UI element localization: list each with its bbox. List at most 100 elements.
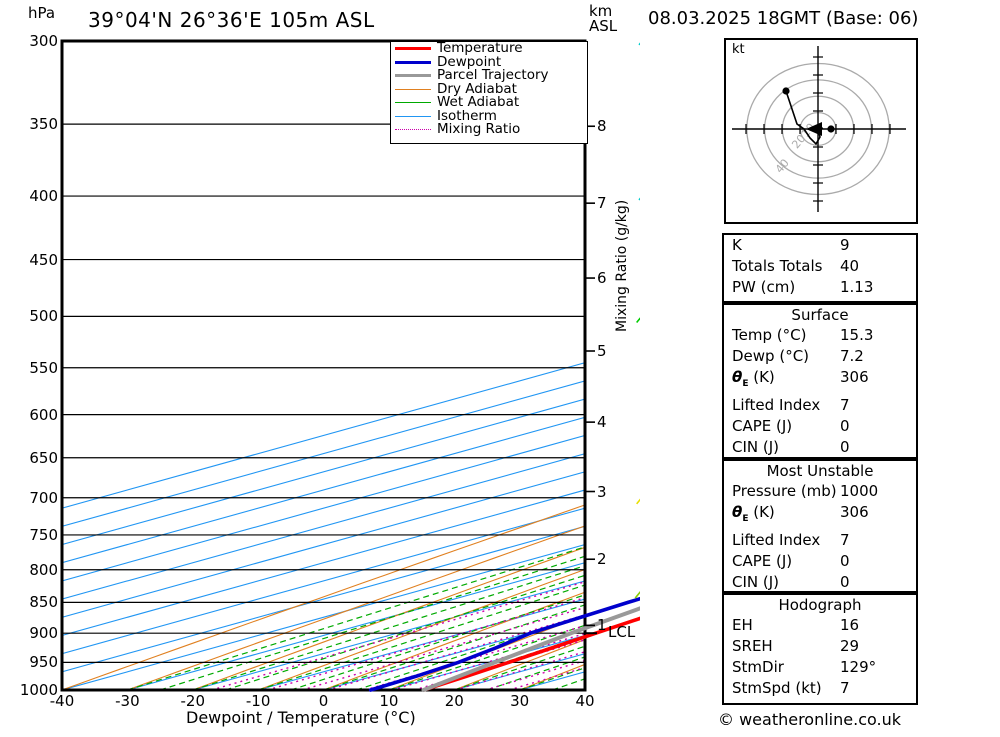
isotherm-line — [62, 453, 585, 600]
pressure-tick-label: 550 — [29, 358, 58, 377]
unstable-row: CIN (J) 0 — [724, 572, 916, 593]
profile-parcel-trajectory — [421, 481, 1000, 692]
height-tick-label: 1 — [597, 616, 607, 635]
hodostat-key: StmDir — [732, 658, 784, 676]
unstable-key: Pressure (mb) — [732, 482, 837, 500]
isotherm-line — [127, 562, 585, 690]
page-title: 39°04'N 26°36'E 105m ASL — [88, 8, 375, 32]
pressure-tick-label: 850 — [29, 593, 58, 612]
pressure-tick-label: 950 — [29, 653, 58, 672]
unstable-row: Pressure (mb) 1000 — [724, 481, 916, 502]
legend-label: Wet Adiabat — [437, 94, 520, 110]
legend-label: Isotherm — [437, 107, 497, 124]
pressure-tick-label: 1000 — [19, 681, 58, 699]
surface-value: 0 — [840, 417, 850, 435]
legend-swatch — [395, 74, 431, 78]
wet-adiabat-line — [225, 574, 585, 690]
surface-row: CAPE (J) 0 — [724, 416, 916, 437]
temperature-tick-label: 40 — [575, 692, 595, 710]
plot-frame — [60, 39, 587, 692]
legend-swatch — [395, 60, 431, 64]
dry-adiabat-line — [62, 504, 585, 690]
surface-key: CAPE (J) — [732, 417, 793, 435]
surface-value: 7 — [840, 396, 850, 414]
pressure-tick-label: 300 — [29, 32, 58, 50]
dry-adiabat-line — [388, 614, 585, 690]
pressure-tick-label: 800 — [29, 560, 58, 579]
panel-surface: Surface Temp (°C) 15.3 Dewp (°C) 7.2 θE (K) 30… — [722, 303, 918, 459]
isotherm-line — [584, 689, 585, 690]
wind-barb — [638, 33, 680, 50]
pressure-tick-label: 750 — [29, 525, 58, 544]
pressure-tick-label: 350 — [29, 115, 58, 134]
isotherm-line — [62, 489, 585, 637]
surface-value: 0 — [840, 438, 850, 456]
wet-adiabat-line — [127, 546, 585, 690]
wind-barb — [636, 492, 680, 505]
surface-value: 306 — [840, 368, 869, 386]
hodograph-plot: kt 10 20 40 — [724, 38, 918, 224]
index-key: PW (cm) — [732, 278, 796, 296]
surface-row: Dewp (°C) 7.2 — [724, 346, 916, 367]
wet-adiabat-line — [584, 689, 585, 690]
surface-row: Temp (°C) 15.3 — [724, 325, 916, 346]
legend-item: Wet Adiabat — [395, 94, 587, 110]
unstable-value: 0 — [840, 552, 850, 570]
pressure-tick-label: 650 — [29, 448, 58, 467]
pressure-tick-label: 500 — [29, 307, 58, 326]
temperature-tick-label: 20 — [444, 692, 464, 710]
unstable-title: Most Unstable — [766, 462, 874, 480]
surface-title: Surface — [791, 306, 849, 324]
dry-adiabat-line — [584, 689, 585, 690]
dry-adiabat-line — [127, 525, 585, 690]
surface-value: 15.3 — [840, 326, 874, 344]
legend-label: Parcel Trajectory — [437, 67, 549, 83]
unstable-value: 0 — [840, 573, 850, 591]
unstable-value: 306 — [840, 503, 869, 521]
wind-barb — [634, 586, 680, 599]
surface-key: Lifted Index — [732, 396, 821, 414]
pressure-tick-label: 450 — [29, 250, 58, 269]
temperature-tick-label: -40 — [49, 692, 75, 710]
dry-adiabat-line — [323, 591, 585, 690]
x-axis-title: Dewpoint / Temperature (°C) — [186, 708, 416, 727]
hodostat-row: SREH 29 — [724, 636, 916, 657]
height-tick-label: 6 — [597, 269, 607, 288]
wind-barb — [636, 310, 680, 323]
hodograph-unit-label: kt — [732, 42, 745, 57]
legend-swatch — [395, 129, 431, 131]
legend-item: Temperature — [395, 41, 587, 56]
pressure-tick-label: 400 — [29, 187, 58, 206]
surface-row: θE (K) 306 — [724, 367, 916, 395]
pressure-tick-label: 900 — [29, 624, 58, 643]
temperature-tick-label: -20 — [180, 692, 206, 710]
surface-value: 7.2 — [840, 347, 864, 365]
unstable-key: Lifted Index — [732, 531, 821, 549]
hodostat-key: SREH — [732, 637, 773, 655]
storm-motion-arrow — [806, 122, 822, 136]
legend-swatch — [395, 102, 431, 104]
wet-adiabat-line — [618, 41, 640, 690]
index-row: Totals Totals 40 — [724, 256, 916, 277]
temperature-tick-label: -10 — [245, 692, 271, 710]
hodograph-point — [827, 125, 835, 133]
pressure-axis-unit: hPa — [28, 4, 56, 22]
index-row: PW (cm) 1.13 — [724, 277, 916, 298]
legend-label: Dewpoint — [437, 53, 502, 70]
height-tick-label: 4 — [597, 413, 607, 432]
panel-most-unstable: Most Unstable Pressure (mb) 1000 θE (K) 306 L… — [722, 459, 918, 593]
isotherm-line — [62, 543, 585, 690]
surface-key: Dewp (°C) — [732, 347, 810, 365]
legend-label: Mixing Ratio — [437, 121, 521, 137]
unstable-value: 1000 — [840, 482, 879, 500]
hodostat-key: StmSpd (kt) — [732, 679, 822, 697]
isotherm-line — [62, 362, 585, 509]
height-tick-label: 3 — [597, 482, 607, 501]
hodostat-value: 29 — [840, 637, 860, 655]
surface-row: CIN (J) 0 — [724, 437, 916, 458]
surface-key: Temp (°C) — [732, 326, 807, 344]
pressure-tick-label: 600 — [29, 405, 58, 424]
legend-swatch — [395, 115, 431, 117]
